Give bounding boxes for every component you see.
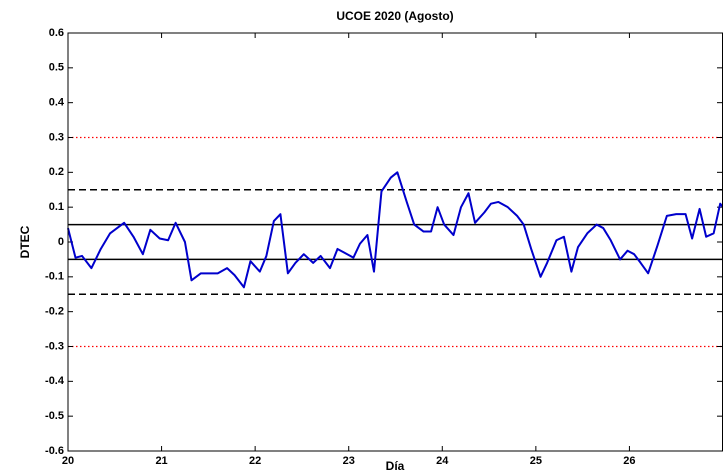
y-tick-label: 0.2 — [49, 166, 64, 178]
x-tick-label: 23 — [343, 455, 355, 467]
y-tick-label: 0.6 — [49, 27, 64, 39]
x-tick-label: 21 — [155, 455, 167, 467]
x-tick-label: 24 — [436, 455, 449, 467]
data-line — [67, 171, 723, 289]
x-tick-label: 25 — [530, 455, 542, 467]
y-tick-label: -0.1 — [45, 271, 64, 283]
y-tick-label: -0.4 — [45, 375, 65, 387]
y-axis-label: DTEC — [18, 225, 32, 258]
y-tick-label: 0 — [58, 236, 64, 248]
y-tick-label: -0.5 — [45, 410, 64, 422]
y-tick-label: 0.4 — [49, 97, 65, 109]
y-tick-label: -0.6 — [45, 445, 64, 457]
x-tick-label: 26 — [623, 455, 635, 467]
chart-title: UCOE 2020 (Agosto) — [336, 9, 453, 23]
x-tick-label: 22 — [249, 455, 261, 467]
y-tick-label: 0.1 — [49, 201, 64, 213]
y-tick-label: 0.5 — [49, 62, 64, 74]
x-tick-label: 20 — [62, 455, 74, 467]
y-tick-label: 0.3 — [49, 131, 64, 143]
y-tick-label: -0.3 — [45, 340, 64, 352]
y-tick-label: -0.2 — [45, 306, 64, 318]
x-axis-label: Día — [386, 459, 405, 473]
